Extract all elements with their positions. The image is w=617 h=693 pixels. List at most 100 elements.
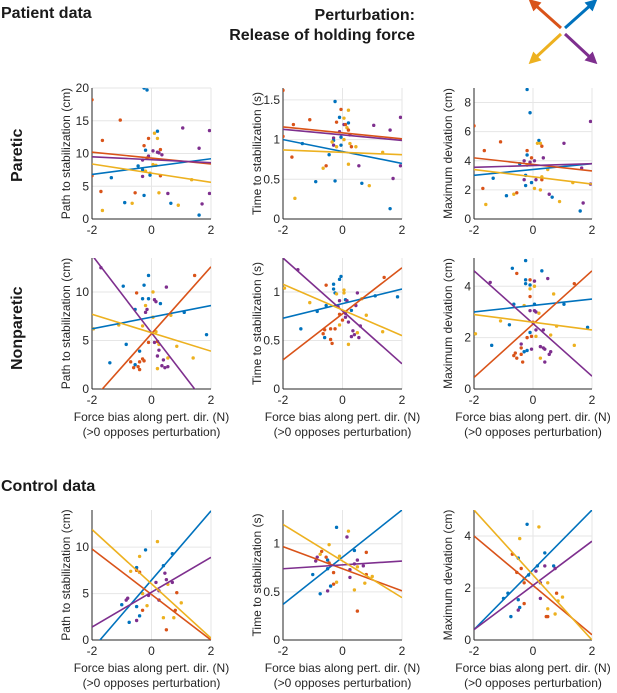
data-point (170, 580, 175, 585)
regression-line (474, 510, 592, 631)
data-point (538, 356, 543, 360)
data-point (357, 164, 361, 168)
perturbation-title-line2: Release of holding force (229, 27, 415, 44)
x-tick-label: 0 (148, 223, 155, 237)
data-point (121, 284, 125, 288)
data-point (143, 310, 148, 315)
y-tick-label: 0.5 (263, 333, 280, 347)
data-point (283, 88, 285, 93)
x-tick-label: 2 (399, 644, 406, 658)
data-point (474, 124, 476, 128)
data-point (346, 342, 351, 347)
data-point (137, 554, 142, 559)
data-point (151, 290, 155, 294)
data-point (525, 88, 529, 92)
data-point (474, 332, 478, 336)
data-point (146, 297, 151, 301)
y-tick-label: 1 (273, 285, 280, 299)
data-point (339, 107, 343, 112)
regression-line (283, 545, 402, 592)
data-point (191, 356, 195, 360)
data-point (523, 258, 528, 263)
data-point (155, 136, 160, 141)
data-point (488, 280, 492, 285)
data-point (537, 311, 541, 315)
y-tick-label: 0 (464, 382, 471, 396)
regression-line (92, 528, 211, 639)
regression-lines (92, 258, 211, 389)
data-point (152, 131, 157, 135)
data-point (134, 291, 139, 295)
data-point (519, 352, 523, 357)
data-point (155, 539, 160, 544)
data-point (337, 323, 342, 327)
data-point (370, 574, 374, 579)
data-point (158, 147, 163, 152)
patient-data-heading: Patient data (1, 5, 92, 22)
regression-line (474, 162, 592, 177)
data-point (146, 136, 151, 141)
data-point (318, 592, 322, 596)
data-point (528, 330, 532, 335)
data-point (140, 591, 145, 596)
data-point (572, 281, 576, 286)
data-point (137, 360, 142, 364)
y-tick-label: 4 (464, 154, 471, 168)
data-point (325, 589, 330, 593)
data-point (164, 285, 169, 289)
y-axis-label: Maximum deviation (cm) (441, 510, 455, 641)
x-tick-label: 0 (339, 393, 346, 407)
y-tick-label: 8 (464, 96, 471, 110)
y-tick-label: 4 (464, 279, 471, 293)
data-point (123, 200, 127, 205)
x-axis-label-line2: (>0 opposes perturbation) (464, 425, 602, 439)
y-tick-label: 0 (464, 212, 471, 226)
data-point (519, 342, 523, 346)
y-tick-label: 0 (273, 212, 280, 226)
data-point (528, 111, 532, 115)
data-point (519, 346, 523, 350)
regression-lines (92, 510, 211, 640)
data-point (142, 88, 146, 90)
data-point (100, 208, 105, 213)
data-point (504, 194, 509, 198)
data-point (528, 160, 532, 164)
y-tick-label: 5 (82, 179, 89, 193)
x-tick-label: 0 (530, 393, 537, 407)
data-point (324, 164, 328, 168)
data-point (346, 162, 351, 166)
x-tick-label: -2 (87, 393, 98, 407)
data-point (99, 189, 103, 194)
data-point (127, 620, 131, 625)
data-point (140, 168, 145, 172)
data-point (166, 364, 170, 369)
y-axis-label: Path to stabilization (cm) (59, 258, 73, 389)
data-point (398, 115, 402, 120)
data-point (118, 118, 122, 122)
regression-line (92, 155, 211, 164)
data-point (134, 604, 139, 609)
data-point (551, 292, 556, 296)
data-point (541, 156, 546, 160)
data-point (283, 134, 285, 139)
data-point (181, 126, 185, 130)
data-points (92, 266, 209, 372)
data-point (522, 601, 526, 606)
data-point (355, 331, 360, 335)
data-point (367, 183, 371, 188)
data-point (142, 359, 146, 363)
data-point (509, 614, 513, 619)
data-point (146, 273, 151, 278)
data-point (328, 327, 333, 331)
data-point (535, 141, 540, 146)
data-point (124, 598, 128, 602)
data-point (534, 178, 538, 182)
regression-line (283, 283, 402, 337)
data-point (380, 330, 385, 334)
data-point (342, 137, 346, 142)
data-point (155, 366, 160, 371)
data-point (515, 271, 519, 276)
data-point (140, 297, 145, 301)
